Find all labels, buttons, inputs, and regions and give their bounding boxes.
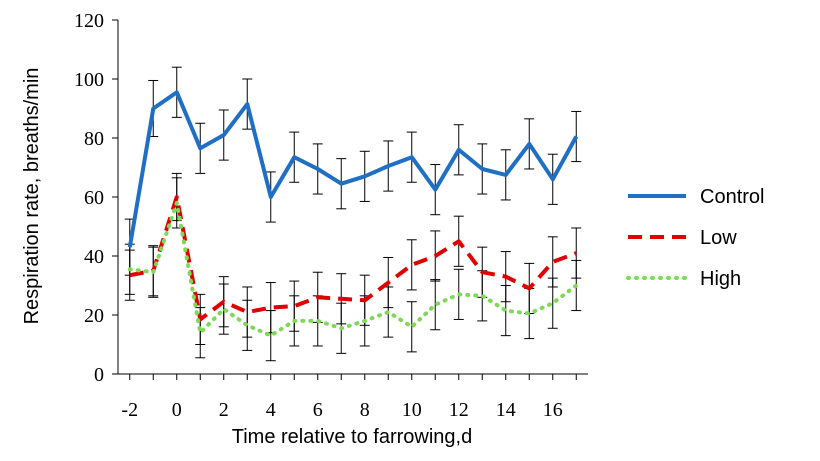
x-tick-label: 6 <box>313 399 323 421</box>
y-tick-label: 60 <box>84 187 104 209</box>
tick-labels: 0 20 40 60 80 100 120 -2 0 2 4 6 8 10 12 14 16 <box>74 10 563 421</box>
x-tick-label: 2 <box>219 399 229 421</box>
x-tick-label: 8 <box>360 399 370 421</box>
y-tick-label: 120 <box>74 10 104 32</box>
series-line-control <box>127 90 579 248</box>
legend-label-control: Control <box>700 186 764 208</box>
y-axis-title: Respiration rate, breaths/min <box>21 68 43 325</box>
error-bars <box>124 66 582 362</box>
y-tick-label: 20 <box>84 305 104 327</box>
y-tick-label: 80 <box>84 128 104 150</box>
x-axis-title: Time relative to farrowing,d <box>232 426 472 448</box>
series-lines <box>127 90 579 338</box>
axes <box>112 19 588 380</box>
y-tick-label: 100 <box>74 69 104 91</box>
x-tick-label: 10 <box>402 399 422 421</box>
legend: Control Low High <box>626 186 764 290</box>
y-tick-label: 0 <box>94 364 104 386</box>
series-line-high <box>127 200 579 338</box>
legend-label-high: High <box>700 268 741 290</box>
x-tick-label: 16 <box>543 399 563 421</box>
x-tick-label: 12 <box>449 399 469 421</box>
x-tick-label: -2 <box>121 399 138 421</box>
legend-label-low: Low <box>700 227 737 249</box>
series-line-low <box>129 195 578 322</box>
x-tick-label: 0 <box>172 399 182 421</box>
x-tick-label: 4 <box>266 399 276 421</box>
x-tick-label: 14 <box>496 399 516 421</box>
y-tick-label: 40 <box>84 246 104 268</box>
